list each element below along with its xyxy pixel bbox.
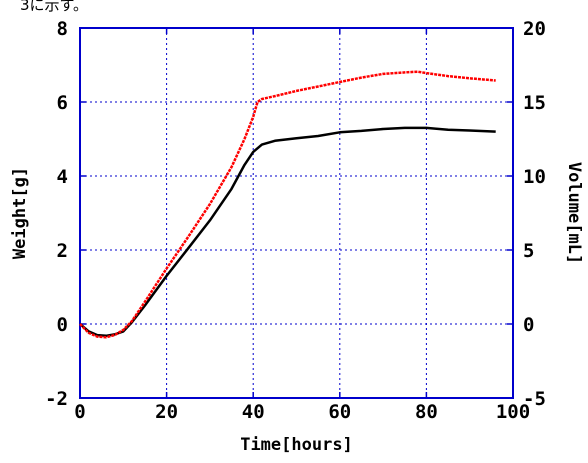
- y-tick-labels: -2 0 2 4 6 8: [45, 18, 68, 410]
- y2-tick-label: 0: [523, 314, 534, 336]
- x-tick-label: 0: [74, 401, 85, 423]
- y-tick-label: 8: [57, 18, 68, 40]
- y2-tick-label: 15: [523, 92, 546, 114]
- y2-tick-label: -5: [523, 388, 546, 410]
- y-axis-title: Weight[g]: [10, 167, 30, 259]
- grid: [80, 28, 513, 398]
- x-tick-label: 60: [328, 401, 351, 423]
- page-text-fragment: 3に示す。: [20, 0, 88, 14]
- tick-marks: [79, 27, 514, 399]
- plot-frame: [79, 27, 514, 399]
- y-tick-label: 4: [57, 166, 68, 188]
- x-axis-title: Time[hours]: [240, 435, 353, 455]
- y-tick-label: -2: [45, 388, 68, 410]
- y2-axis-title: Volume[mL]: [564, 162, 584, 264]
- y2-tick-labels: -5 0 5 10 15 20: [523, 18, 546, 410]
- y2-tick-label: 5: [523, 240, 534, 262]
- x-tick-label: 20: [155, 401, 178, 423]
- x-tick-label: 80: [415, 401, 438, 423]
- volume-series-line: [79, 70, 496, 339]
- x-tick-label: 100: [496, 401, 530, 423]
- x-tick-label: 40: [242, 401, 265, 423]
- y-tick-label: 2: [57, 240, 68, 262]
- x-tick-labels: 0 20 40 60 80 100: [74, 401, 530, 423]
- series-group: [79, 70, 496, 339]
- y-tick-label: 0: [57, 314, 68, 336]
- y2-tick-label: 20: [523, 18, 546, 40]
- y-tick-label: 6: [57, 92, 68, 114]
- y2-tick-label: 10: [523, 166, 546, 188]
